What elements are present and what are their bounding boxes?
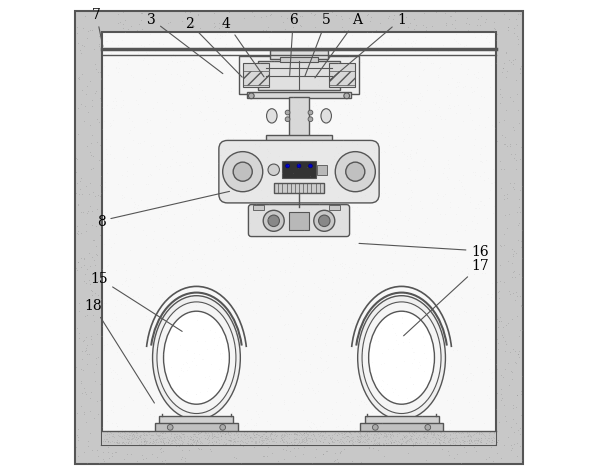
Circle shape <box>373 425 378 430</box>
Circle shape <box>297 165 301 169</box>
Circle shape <box>220 425 225 430</box>
Circle shape <box>314 211 335 232</box>
Bar <box>270 51 328 60</box>
Bar <box>243 64 269 88</box>
Circle shape <box>286 165 289 169</box>
Text: 17: 17 <box>404 258 489 336</box>
Circle shape <box>263 211 284 232</box>
Bar <box>160 416 233 425</box>
Text: 6: 6 <box>289 13 298 76</box>
Bar <box>329 71 355 86</box>
Text: 16: 16 <box>359 244 489 258</box>
Bar <box>102 33 496 445</box>
Bar <box>280 58 318 63</box>
Text: 4: 4 <box>222 17 264 78</box>
Bar <box>329 64 355 88</box>
Text: 1: 1 <box>329 13 406 81</box>
Bar <box>266 136 332 143</box>
Ellipse shape <box>358 296 446 420</box>
Ellipse shape <box>163 312 230 405</box>
Circle shape <box>248 94 254 99</box>
Ellipse shape <box>321 109 331 124</box>
Bar <box>329 206 340 210</box>
Text: A: A <box>315 13 362 79</box>
Ellipse shape <box>152 296 240 420</box>
Circle shape <box>425 425 431 430</box>
Circle shape <box>319 216 330 227</box>
Circle shape <box>335 152 376 192</box>
Circle shape <box>309 165 312 169</box>
Ellipse shape <box>157 302 236 414</box>
Ellipse shape <box>368 312 435 405</box>
Bar <box>239 57 359 95</box>
Bar <box>258 62 340 90</box>
Bar <box>155 423 238 432</box>
Bar <box>365 416 438 425</box>
Circle shape <box>222 152 263 192</box>
FancyBboxPatch shape <box>219 141 379 204</box>
Bar <box>246 93 352 99</box>
Text: 7: 7 <box>92 8 103 47</box>
Circle shape <box>285 111 290 116</box>
Circle shape <box>308 111 313 116</box>
Bar <box>360 423 443 432</box>
Bar <box>243 71 269 86</box>
Ellipse shape <box>267 109 277 124</box>
Circle shape <box>268 216 279 227</box>
Bar <box>274 183 324 194</box>
Text: 8: 8 <box>97 192 230 228</box>
Bar <box>253 206 264 210</box>
Circle shape <box>346 163 365 182</box>
Circle shape <box>167 425 173 430</box>
Circle shape <box>268 165 279 176</box>
FancyBboxPatch shape <box>248 205 350 237</box>
Text: 2: 2 <box>185 17 242 78</box>
Bar <box>282 162 316 178</box>
Text: 3: 3 <box>147 13 223 74</box>
Text: 15: 15 <box>90 271 182 332</box>
Bar <box>288 212 310 230</box>
Circle shape <box>308 118 313 122</box>
Ellipse shape <box>362 302 441 414</box>
Bar <box>289 98 309 138</box>
Circle shape <box>344 94 350 99</box>
Bar <box>102 431 496 445</box>
Bar <box>317 166 327 176</box>
Text: 5: 5 <box>305 13 331 78</box>
Text: 18: 18 <box>84 298 154 403</box>
Circle shape <box>285 118 290 122</box>
Circle shape <box>233 163 252 182</box>
